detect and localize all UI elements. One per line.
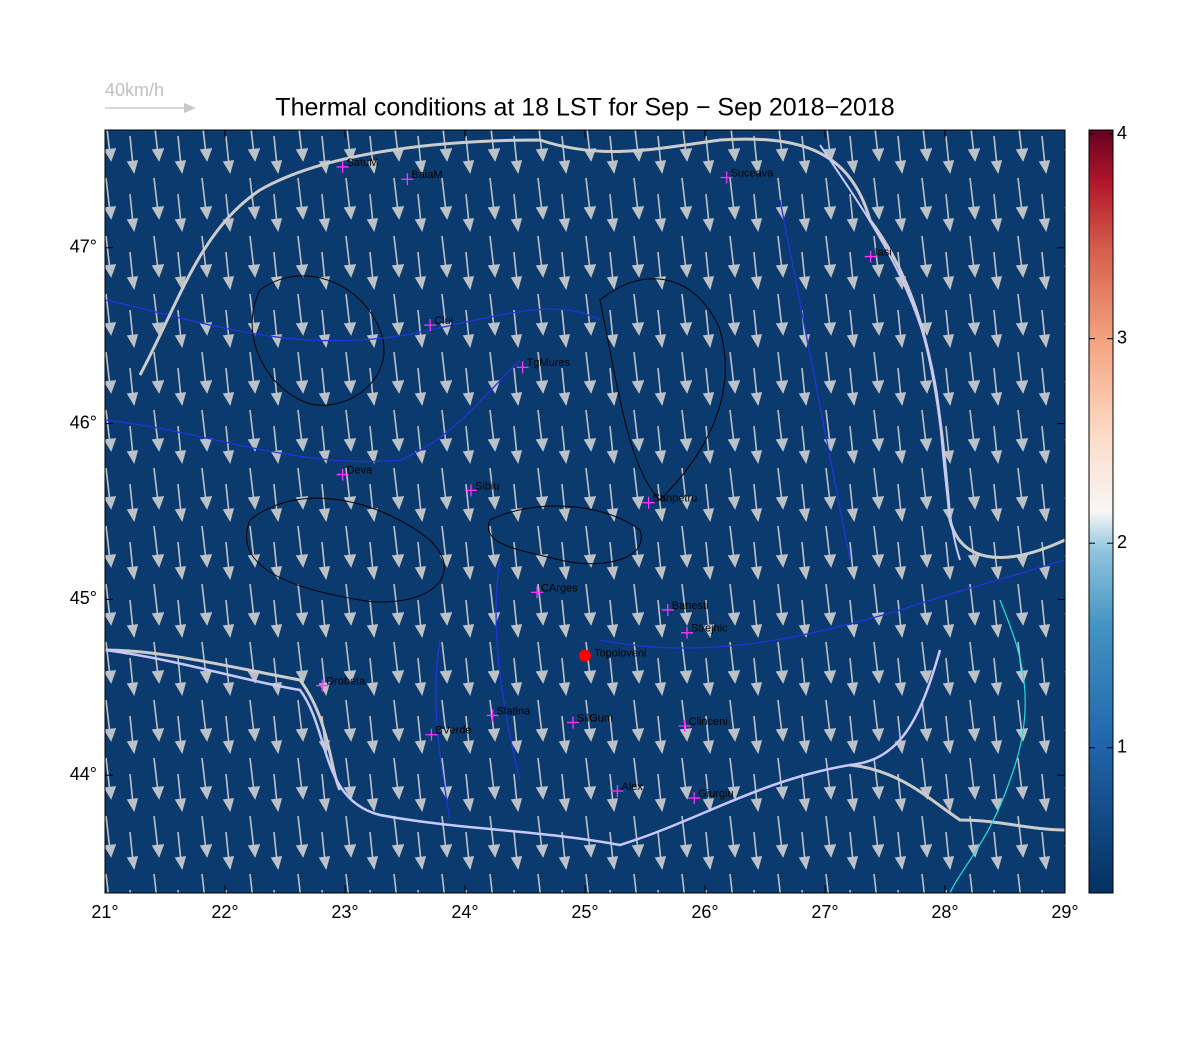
city-label: CArges — [541, 582, 578, 594]
city-label: Sanpetru — [653, 493, 698, 505]
city-marker — [401, 173, 414, 186]
city-marker — [516, 361, 529, 374]
title: Thermal conditions at 18 LST for Sep − S… — [275, 94, 894, 122]
terrain-contours — [246, 275, 726, 603]
city-label: Giurgiu — [698, 788, 733, 800]
city-label: Cluj — [434, 315, 453, 327]
y-tick-label: 44° — [70, 764, 97, 784]
city-marker — [567, 716, 579, 729]
city-label: Sibiu — [475, 480, 499, 492]
x-tick-label: 28° — [931, 902, 958, 922]
site-marker — [579, 649, 591, 662]
city-marker — [864, 250, 877, 263]
city-marker — [611, 785, 624, 798]
x-tick-label: 24° — [451, 902, 478, 922]
city-label: Alex — [621, 781, 643, 793]
city-marker — [688, 792, 701, 805]
city-marker — [424, 319, 437, 332]
rivers — [105, 199, 1065, 821]
wind-legend-arrow — [105, 103, 196, 113]
city-marker — [642, 496, 655, 509]
x-tick-label: 27° — [811, 902, 838, 922]
x-tick-label: 29° — [1051, 902, 1078, 922]
city-label: TgMures — [527, 357, 571, 369]
city-label: Iasi — [875, 246, 892, 258]
y-tick-label: 46° — [70, 412, 97, 432]
prut — [819, 144, 961, 561]
city-label: Strejnic — [691, 623, 728, 635]
danube — [105, 648, 942, 847]
city-marker — [661, 603, 674, 616]
city-label: Deva — [347, 464, 374, 476]
x-tick-label: 26° — [691, 902, 718, 922]
colorbar-tick-label: 2 — [1117, 532, 1127, 552]
city-label: Clinceni — [689, 716, 728, 728]
colorbar — [1088, 129, 1114, 894]
city-marker — [681, 626, 693, 639]
y-tick-label: 45° — [70, 588, 97, 608]
colorbar-tick-label: 3 — [1117, 327, 1127, 347]
colorbar-tick-label: 1 — [1117, 737, 1127, 757]
city-label: SatuM — [347, 157, 379, 169]
y-tick-label: 47° — [70, 237, 97, 257]
city-label: Slatina — [497, 705, 532, 717]
city-marker — [678, 719, 691, 732]
x-tick-label: 22° — [211, 902, 238, 922]
site-label: Topoloveni — [594, 648, 647, 660]
city-label: BVerde — [435, 725, 471, 737]
city-label: Suceava — [731, 167, 775, 179]
city-marker — [486, 709, 499, 722]
wind-legend-label: 40km/h — [105, 80, 164, 100]
city-marker — [531, 586, 543, 599]
map-area: SatuM BaiaM Suceava Iasi Cluj TgMures Deva Sibi… — [105, 130, 1065, 893]
colorbar-tick-label: 4 — [1117, 123, 1127, 143]
x-tick-label: 21° — [91, 902, 118, 922]
city-marker — [465, 484, 477, 497]
city-marker — [336, 468, 349, 481]
city-marker — [425, 728, 438, 741]
city-marker — [336, 160, 349, 173]
city-marker — [316, 679, 329, 692]
city-label: Drobeta — [326, 675, 366, 687]
coastline — [949, 599, 1026, 893]
x-tick-label: 25° — [571, 902, 598, 922]
x-tick-label: 23° — [331, 902, 358, 922]
city-label: SilGum — [577, 712, 613, 724]
city-marker — [720, 171, 733, 184]
city-label: Banesti — [672, 600, 709, 612]
city-label: BaiaM — [411, 169, 442, 181]
wind-field — [105, 130, 1065, 893]
